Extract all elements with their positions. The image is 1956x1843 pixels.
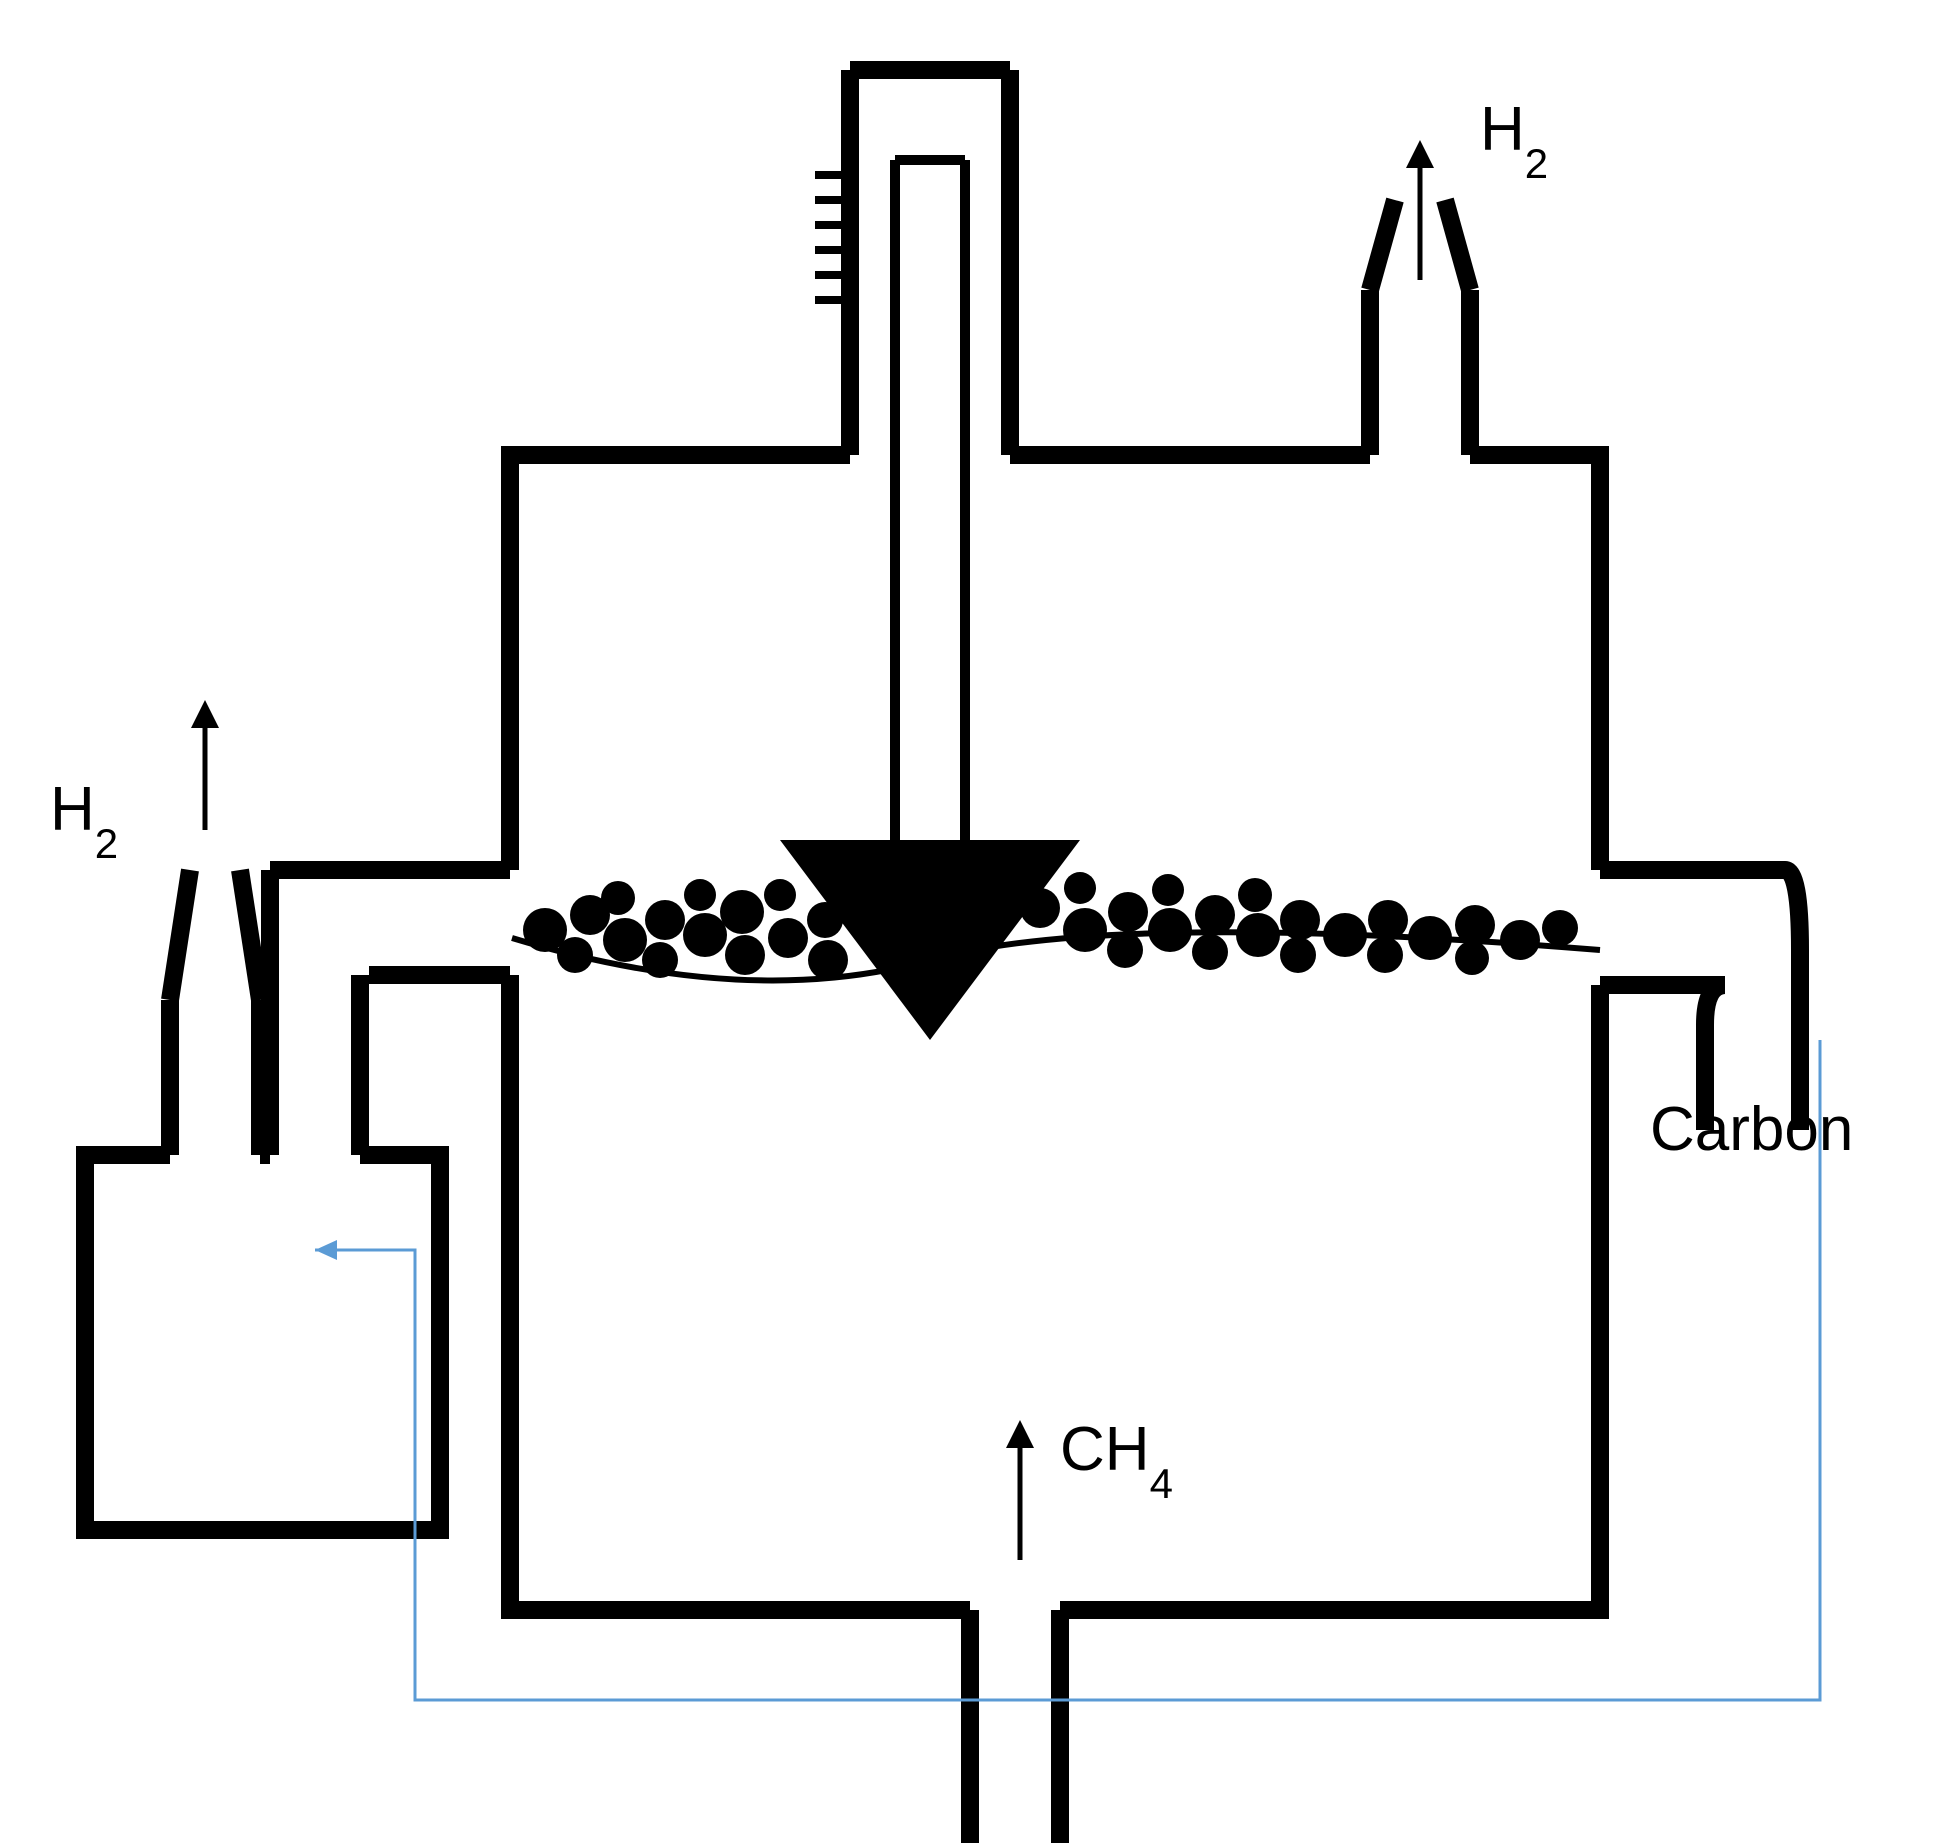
particle [1020, 888, 1060, 928]
particle [720, 890, 764, 934]
particle [1192, 934, 1228, 970]
particle [1280, 937, 1316, 973]
particle [764, 879, 796, 911]
particle [1107, 932, 1143, 968]
particle [684, 879, 716, 911]
label-ch4: CH4 [1060, 1415, 1173, 1507]
particle [601, 881, 635, 915]
particle [557, 937, 593, 973]
reactor-diagram: H2 H2 CH4 Carbon [0, 0, 1956, 1843]
label-h2-top: H2 [1480, 95, 1548, 187]
particle [1500, 920, 1540, 960]
particle [1367, 937, 1403, 973]
particle [1195, 895, 1235, 935]
particle [725, 935, 765, 975]
particle [645, 900, 685, 940]
particle [807, 902, 843, 938]
particle [642, 942, 678, 978]
recycle-arrowhead [315, 1240, 337, 1260]
particle [1148, 908, 1192, 952]
particle [1152, 874, 1184, 906]
particle [1064, 872, 1096, 904]
particle [1455, 905, 1495, 945]
particle [1280, 900, 1320, 940]
particle [1108, 892, 1148, 932]
particle [1455, 941, 1489, 975]
particle [1323, 913, 1367, 957]
particle [768, 918, 808, 958]
particle [1063, 908, 1107, 952]
label-h2-left: H2 [50, 775, 118, 867]
particle [1236, 913, 1280, 957]
particle [1542, 910, 1578, 946]
particle [1408, 916, 1452, 960]
particle [683, 913, 727, 957]
particle [1368, 900, 1408, 940]
label-carbon: Carbon [1650, 1095, 1853, 1164]
particle [603, 918, 647, 962]
particle [1238, 878, 1272, 912]
particle [808, 940, 848, 980]
